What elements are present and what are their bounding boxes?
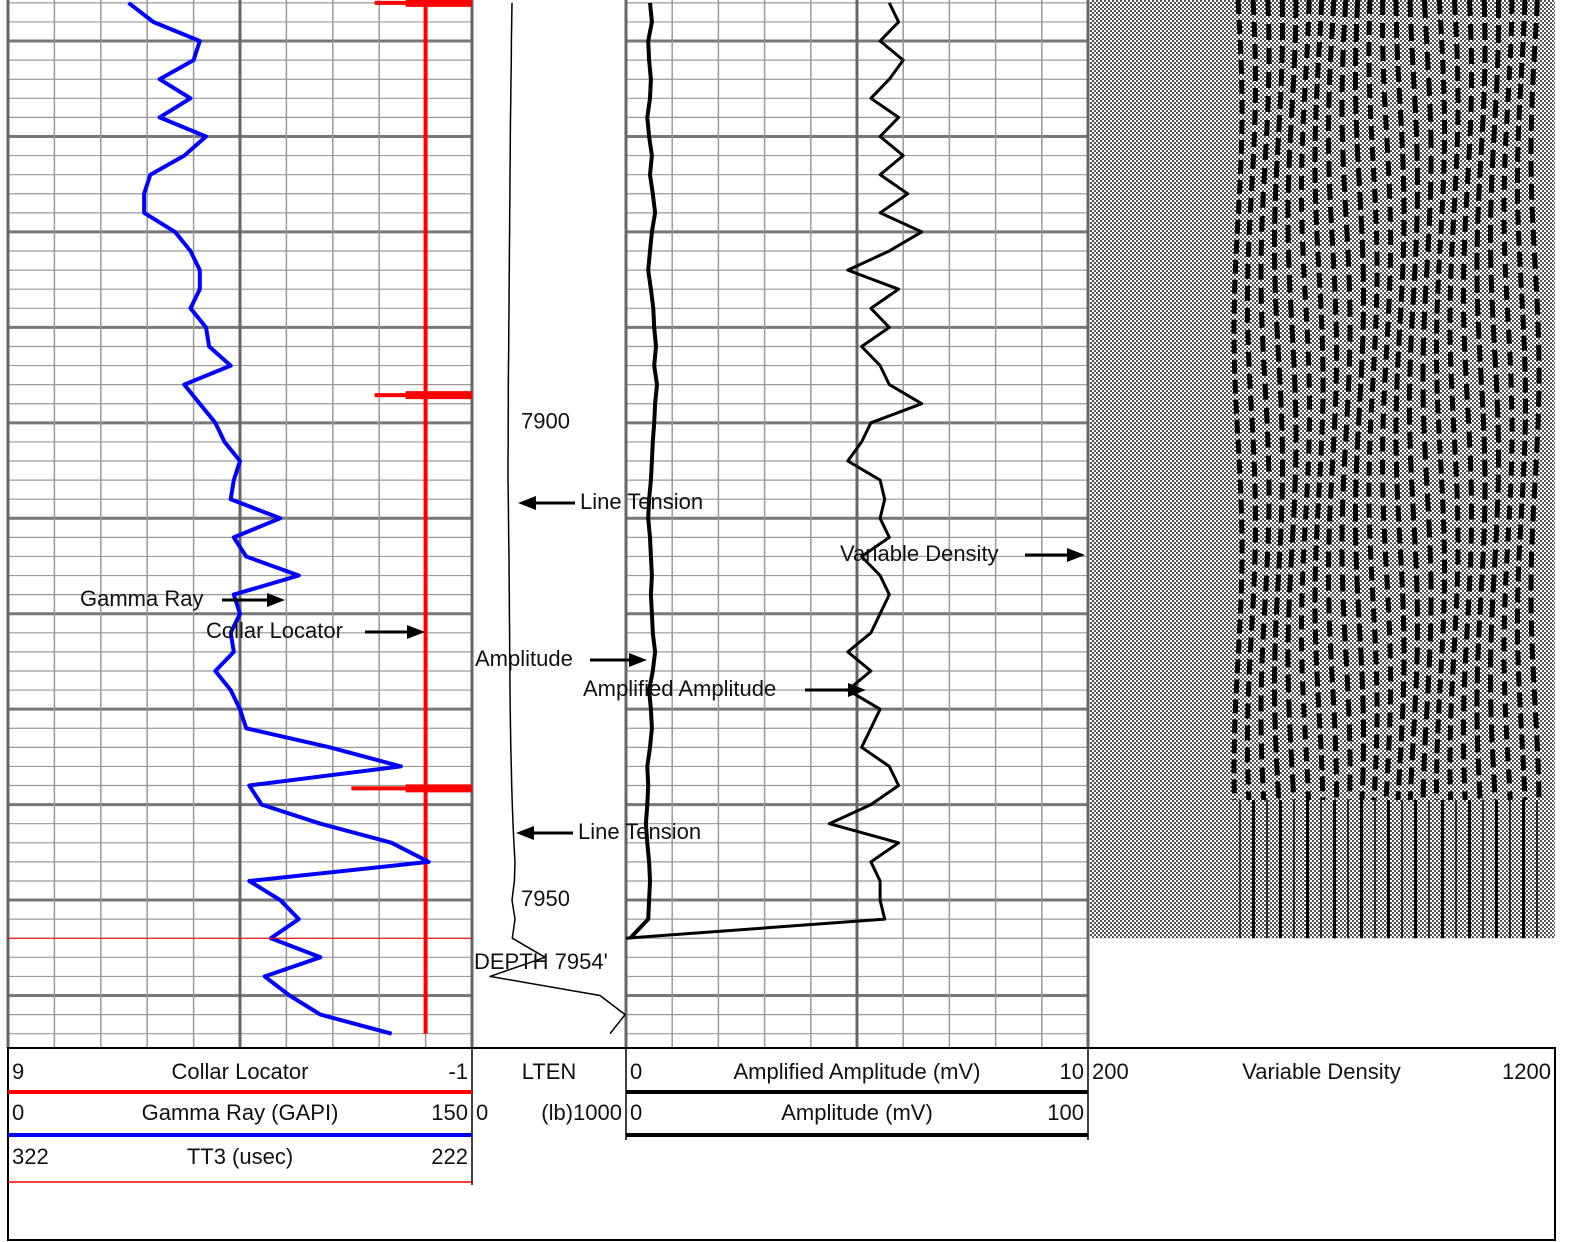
scale-left: 0 xyxy=(12,1100,24,1125)
scale-right: 150 xyxy=(431,1100,468,1125)
scale-left: 9 xyxy=(12,1059,24,1084)
vdl-stripe xyxy=(1528,0,1542,801)
log-curve xyxy=(628,2,659,940)
arrow-head xyxy=(518,496,536,510)
vdl-stripe xyxy=(1501,0,1515,801)
vdl-stripe xyxy=(1393,0,1407,801)
scale-right: -1 xyxy=(448,1059,468,1084)
annotation: Amplified Amplitude xyxy=(583,676,776,701)
curve-name: Amplified Amplitude (mV) xyxy=(734,1059,981,1084)
vdl-stripe xyxy=(1258,0,1272,801)
annotation: Variable Density xyxy=(840,541,999,566)
vdl-stripe xyxy=(1272,0,1285,801)
vdl-stripe xyxy=(1488,0,1501,801)
annotation: Line Tension xyxy=(580,489,703,514)
vdl-stripe xyxy=(1474,0,1488,801)
scale-left: 0 xyxy=(630,1100,642,1125)
scale-right: 10 xyxy=(1060,1059,1084,1084)
vdl-stripe xyxy=(1461,0,1474,801)
annotation: Line Tension xyxy=(578,819,701,844)
vdl-stripe xyxy=(1285,0,1299,801)
vdl-stripe xyxy=(1420,0,1434,801)
curves xyxy=(8,0,924,1036)
vdl-stripe xyxy=(1312,0,1326,801)
annotation: Collar Locator xyxy=(206,618,343,643)
curve-name: LTEN xyxy=(522,1059,577,1084)
curve-name: Gamma Ray (GAPI) xyxy=(142,1100,339,1125)
curve-name: TT3 (usec) xyxy=(187,1144,293,1169)
arrow-head xyxy=(407,625,425,639)
scale-left: 0 xyxy=(476,1100,488,1125)
depth-label: 7950 xyxy=(521,886,570,911)
header: 9 Collar Locator -1 0 Gamma Ray (GAPI) 150 322… xyxy=(8,1059,1551,1183)
scale-right: 1000 xyxy=(573,1100,622,1125)
log-curve xyxy=(127,1,431,1036)
scale-left: 0 xyxy=(630,1059,642,1084)
scale-left: 200 xyxy=(1092,1059,1129,1084)
scale-left: 322 xyxy=(12,1144,49,1169)
arrow-head xyxy=(1067,548,1085,562)
vdl-stripe xyxy=(1366,0,1380,801)
curve-name: Collar Locator xyxy=(172,1059,309,1084)
arrow-head xyxy=(629,653,647,667)
vdl-stripe xyxy=(1353,0,1366,801)
scale-right: 222 xyxy=(431,1144,468,1169)
curve-name: Amplitude (mV) xyxy=(781,1100,933,1125)
scale-right: 1200 xyxy=(1502,1059,1551,1084)
annotation: Amplitude xyxy=(475,646,573,671)
vdl-stripe xyxy=(1326,0,1339,800)
unit: (lb) xyxy=(541,1100,573,1125)
arrow-head xyxy=(848,683,866,697)
vdl-stripe xyxy=(1434,0,1447,800)
depth-label: 7900 xyxy=(521,409,570,434)
arrow-head xyxy=(267,593,285,607)
vdl-stripe xyxy=(1447,0,1461,801)
curve-name: Variable Density xyxy=(1242,1059,1401,1084)
vdl-stripe xyxy=(1515,0,1528,801)
header-border xyxy=(7,1047,1556,1241)
vdl-stripe xyxy=(1299,0,1312,801)
scale-right: 100 xyxy=(1047,1100,1084,1125)
vdl-stripe xyxy=(1245,0,1258,801)
vdl-stripe xyxy=(1231,0,1245,801)
vdl-stripe xyxy=(1380,0,1393,801)
annotation: Gamma Ray xyxy=(80,586,203,611)
vdl-stripe xyxy=(1407,0,1420,801)
grid xyxy=(6,0,1090,1048)
vdl-stripe xyxy=(1339,0,1353,801)
vdl-area xyxy=(1090,0,1555,939)
total-depth-label: DEPTH 7954' xyxy=(474,949,608,974)
log-curve xyxy=(625,2,924,940)
arrow-head xyxy=(516,826,534,840)
log-curve xyxy=(489,2,626,1035)
